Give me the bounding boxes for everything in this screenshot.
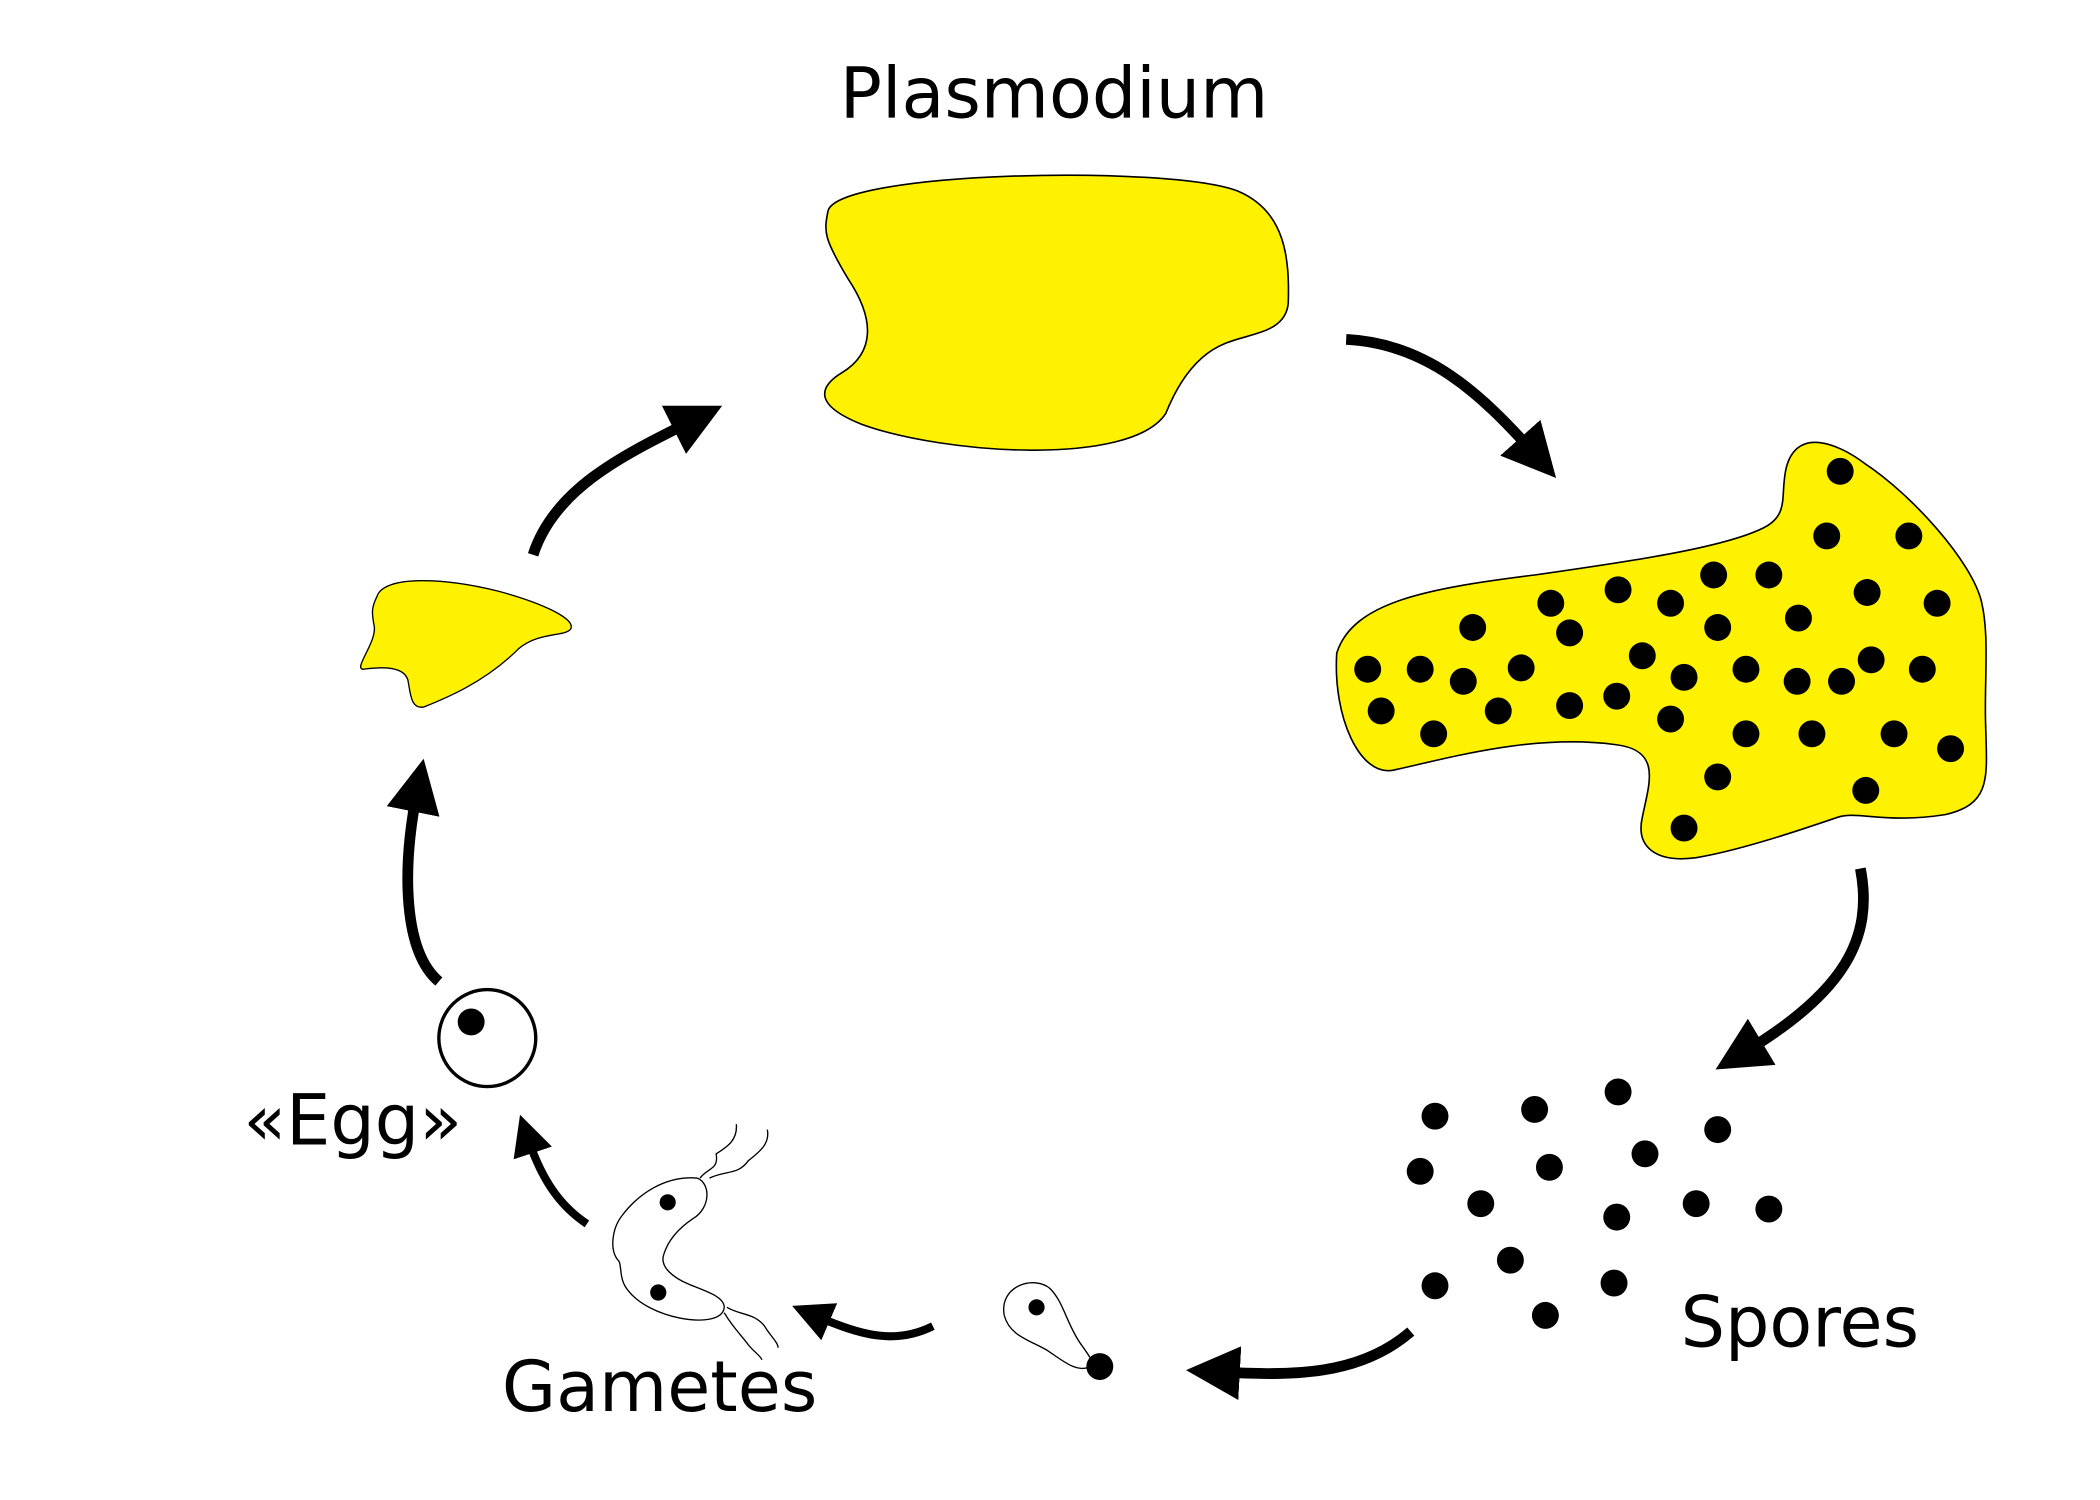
egg-outline xyxy=(437,987,538,1089)
spore-dot xyxy=(1406,655,1434,683)
spores-label: Spores xyxy=(1681,1281,1919,1363)
spore-dot xyxy=(1421,1102,1449,1130)
young-plasmodium-shape xyxy=(360,580,572,708)
spore-dot xyxy=(1628,642,1656,670)
sporangium-shape xyxy=(1335,441,1988,860)
gamete-outline xyxy=(612,1177,725,1321)
arrow-sporangium-to-spores xyxy=(1715,867,1869,1070)
cycle-arrows xyxy=(386,334,1869,1400)
spore-dot xyxy=(1704,763,1732,791)
spore-dot xyxy=(1535,1153,1563,1181)
spore-dot xyxy=(1853,579,1881,606)
spore-dot xyxy=(1521,1095,1549,1123)
spore-dot xyxy=(1798,720,1826,748)
spore-dot xyxy=(1828,667,1855,695)
spore-dot xyxy=(1704,1116,1732,1144)
spore-dot xyxy=(1908,655,1936,683)
spore-dot xyxy=(1367,697,1395,725)
spore-dot xyxy=(1556,619,1584,647)
flagellum xyxy=(723,1312,763,1361)
spore-dot xyxy=(1682,1190,1710,1218)
swarm-cell-spore xyxy=(1086,1353,1114,1380)
spore-dot xyxy=(1459,614,1487,641)
gamete-nucleus xyxy=(650,1284,667,1301)
spore-dot xyxy=(1603,682,1631,710)
spore-dot xyxy=(1670,663,1698,691)
flagellum xyxy=(709,1129,769,1179)
spore-dot xyxy=(1484,697,1512,725)
arrow-spores-to-swarm-cell xyxy=(1186,1327,1415,1400)
spore-dot xyxy=(1670,814,1698,842)
spore-dot xyxy=(1631,1140,1659,1168)
sporangium xyxy=(1335,441,1988,860)
egg-nucleus xyxy=(457,1008,485,1036)
spore-dot xyxy=(1732,720,1760,748)
plasmodium-label: Plasmodium xyxy=(840,52,1268,134)
spore-dot xyxy=(1937,735,1965,763)
spore-dot xyxy=(1755,561,1783,589)
spore-dot xyxy=(1813,522,1841,550)
spore-dot xyxy=(1354,655,1382,683)
swarm-cell-body xyxy=(1003,1282,1093,1370)
spore-dot xyxy=(1880,720,1908,748)
spore-dot xyxy=(1785,604,1812,632)
spore-dot xyxy=(1857,646,1885,674)
spore-dot xyxy=(1449,667,1477,695)
spore-dot xyxy=(1657,705,1685,733)
spore-dot xyxy=(1604,1078,1632,1106)
egg-cell xyxy=(437,987,538,1089)
swarm-cell xyxy=(1003,1282,1114,1380)
gametes-drawing xyxy=(612,1124,779,1361)
flagellum xyxy=(726,1306,779,1348)
spore-dot xyxy=(1923,589,1951,617)
spore-dot xyxy=(1603,1203,1631,1231)
spore-dot xyxy=(1604,576,1632,604)
spore-dot xyxy=(1852,776,1880,804)
spore-dot xyxy=(1600,1269,1628,1297)
arrow-egg-to-young-plasmodium xyxy=(386,758,443,986)
arrow-swarm-cell-to-gametes xyxy=(792,1303,935,1341)
flagellum xyxy=(699,1124,738,1179)
arrow-gametes-to-egg xyxy=(513,1114,590,1228)
plasmodium-shape xyxy=(823,174,1290,451)
egg-label: «Egg» xyxy=(243,1079,462,1161)
spore-dot xyxy=(1496,1246,1524,1274)
spore-dot xyxy=(1704,614,1732,641)
spore-dot xyxy=(1657,589,1685,617)
swarm-cell-nucleus xyxy=(1028,1299,1045,1316)
spore-dot xyxy=(1420,720,1448,748)
spore-dot xyxy=(1467,1190,1495,1218)
spore-dot xyxy=(1783,667,1811,695)
spore-dot xyxy=(1700,561,1728,589)
spore-dot xyxy=(1507,654,1535,682)
arrow-plasmodium-to-sporangium xyxy=(1345,334,1557,478)
spore-dot xyxy=(1895,522,1923,550)
spore-dot xyxy=(1755,1195,1783,1223)
spore-dot xyxy=(1406,1157,1434,1185)
gamete-nucleus xyxy=(659,1194,676,1211)
sporangium-spore-dots xyxy=(1354,457,1965,842)
spore-dot xyxy=(1421,1272,1449,1300)
gametes-label: Gametes xyxy=(502,1346,817,1428)
released-spores xyxy=(1406,1078,1783,1329)
spore-dot xyxy=(1531,1301,1559,1329)
spore-dot xyxy=(1537,589,1565,617)
arrow-young-to-plasmodium xyxy=(527,405,723,557)
spore-dot xyxy=(1732,655,1760,683)
spore-dot xyxy=(1556,692,1584,720)
spore-dot xyxy=(1826,457,1854,485)
